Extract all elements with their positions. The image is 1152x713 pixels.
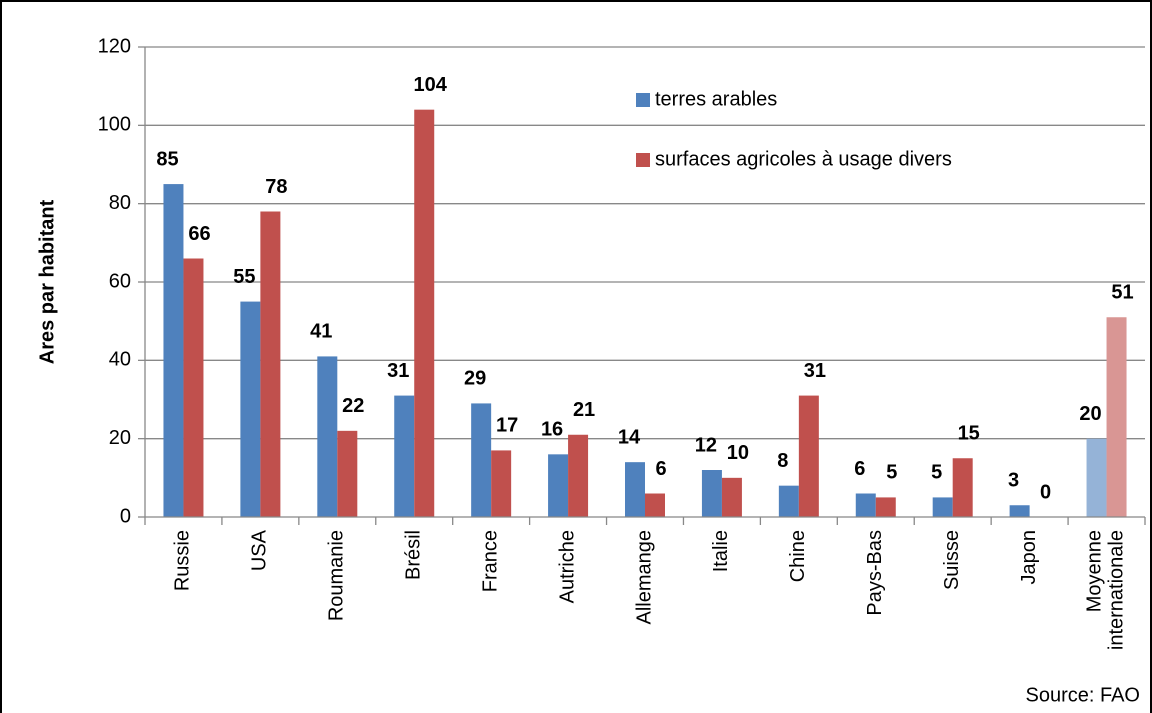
bar	[240, 301, 261, 517]
bar	[394, 395, 415, 517]
bar	[317, 356, 338, 517]
bar	[471, 403, 492, 517]
bar	[855, 493, 876, 517]
y-tick-label: 40	[109, 349, 131, 371]
data-label: 12	[695, 434, 717, 456]
bar	[414, 109, 435, 518]
data-label: 29	[464, 368, 486, 390]
data-label: 10	[727, 442, 749, 464]
legend-label: surfaces agricoles à usage divers	[655, 148, 952, 170]
bar	[645, 493, 665, 517]
x-tick-label: Brésil	[403, 530, 425, 580]
bar	[260, 211, 281, 517]
data-label: 8	[777, 450, 788, 472]
legend-swatch	[636, 93, 650, 107]
x-tick-label: USA	[249, 529, 271, 571]
bar	[875, 497, 896, 517]
x-tick-label: Roumanie	[326, 530, 348, 621]
y-tick-label: 100	[98, 114, 131, 136]
bar	[778, 485, 799, 517]
x-tick-label: France	[479, 530, 501, 592]
data-label: 41	[310, 321, 332, 343]
bar	[625, 462, 645, 517]
x-tick-label: Italie	[710, 530, 732, 572]
data-label: 16	[541, 419, 563, 441]
data-label: 5	[886, 462, 897, 484]
x-tick-label: Pays-Bas	[864, 530, 886, 616]
bar	[721, 477, 742, 517]
bar	[1009, 505, 1030, 517]
legend-label: terres arables	[655, 88, 777, 110]
data-label: 6	[854, 458, 865, 480]
bar	[1086, 438, 1107, 517]
data-label: 20	[1079, 403, 1101, 425]
bar	[952, 458, 973, 517]
data-label: 14	[618, 426, 641, 448]
data-label: 17	[496, 415, 518, 437]
bar	[701, 470, 722, 517]
source: Source: FAO	[1026, 684, 1141, 706]
bar	[183, 258, 204, 517]
y-tick-label: 20	[109, 427, 131, 449]
y-tick-label: 120	[98, 35, 131, 57]
data-label: 55	[233, 266, 255, 288]
x-tick-label: Japon	[1018, 530, 1040, 585]
data-label: 78	[265, 176, 287, 198]
bar	[491, 450, 512, 517]
legend-swatch	[636, 153, 650, 167]
data-label: 6	[655, 458, 666, 480]
data-label: 104	[414, 74, 448, 96]
y-tick-label: 60	[109, 270, 131, 292]
bar	[932, 497, 953, 517]
data-label: 0	[1040, 481, 1051, 503]
x-tick-label: Moyenneinternationale	[1084, 530, 1128, 650]
x-tick-label: Allemange	[633, 530, 655, 625]
data-label: 5	[931, 462, 942, 484]
bar	[1106, 317, 1127, 517]
data-label: 31	[387, 360, 409, 382]
data-label: 51	[1111, 282, 1133, 304]
data-label: 31	[804, 360, 826, 382]
x-tick-label: Autriche	[556, 530, 578, 603]
bar	[798, 395, 819, 517]
bar	[163, 184, 184, 518]
y-tick-label: 0	[120, 505, 131, 527]
x-tick-label: Chine	[787, 530, 809, 582]
bar	[548, 454, 569, 517]
x-tick-label: Russie	[172, 530, 194, 591]
x-tick-label: Suisse	[941, 530, 963, 590]
data-label: 3	[1008, 470, 1019, 492]
bar	[568, 434, 589, 517]
data-label: 21	[573, 399, 595, 421]
data-label: 15	[958, 423, 980, 445]
data-label: 22	[342, 395, 364, 417]
y-tick-label: 80	[109, 192, 131, 214]
data-label: 85	[156, 148, 178, 170]
data-label: 66	[188, 223, 210, 245]
bar	[337, 430, 358, 517]
y-axis-label: Ares par habitant	[36, 199, 58, 364]
